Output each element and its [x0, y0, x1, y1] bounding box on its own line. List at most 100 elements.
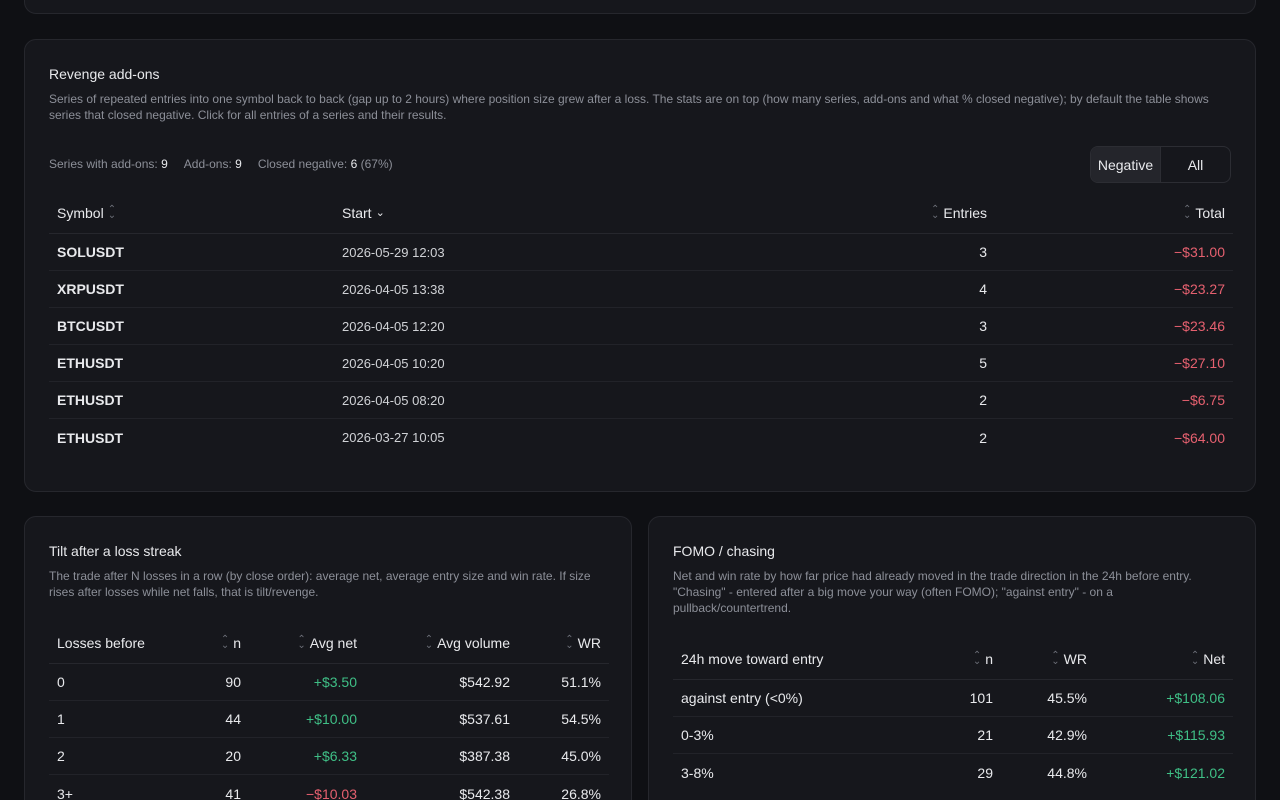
table-row[interactable]: SOLUSDT 2026-05-29 12:03 3 −$31.00 — [49, 234, 1233, 271]
avg-net-cell: +$6.33 — [313, 748, 357, 764]
entries-cell: 3 — [979, 244, 987, 260]
avg-volume-cell: $387.38 — [459, 748, 510, 764]
table-header: Symbol ⌃ ⌄ Start ⌄ ⌃ ⌄ Entries ⌃ ⌄ Total — [49, 192, 1233, 234]
total-cell: −$23.46 — [1174, 318, 1225, 334]
avg-net-cell: +$3.50 — [313, 674, 357, 690]
entries-cell: 4 — [979, 281, 987, 297]
sort-icon: ⌃ ⌄ — [1190, 649, 1200, 667]
table-header: 24h move toward entry ⌃ ⌄ n ⌃ ⌄ WR ⌃ ⌄ Net — [673, 638, 1233, 680]
entries-cell: 2 — [979, 392, 987, 408]
sort-icon: ⌃ ⌄ — [931, 203, 940, 221]
entries-cell: 2 — [979, 429, 987, 446]
move-cell: 0-3% — [681, 727, 714, 743]
column-net[interactable]: ⌃ ⌄ Net — [1190, 649, 1225, 667]
column-start[interactable]: Start ⌄ — [342, 204, 385, 221]
symbol-cell: XRPUSDT — [57, 281, 124, 297]
n-cell: 44 — [225, 711, 241, 727]
fomo-table: 24h move toward entry ⌃ ⌄ n ⌃ ⌄ WR ⌃ ⌄ Net aga… — [673, 638, 1233, 791]
entries-cell: 5 — [979, 355, 987, 371]
table-row: 3-8% 29 44.8% +$121.02 — [673, 754, 1233, 791]
net-cell: +$108.06 — [1166, 690, 1225, 706]
symbol-cell: SOLUSDT — [57, 244, 124, 260]
sort-icon: ⌃ ⌄ — [424, 633, 434, 651]
move-cell: against entry (<0%) — [681, 690, 803, 706]
column-n[interactable]: ⌃ ⌄ n — [972, 649, 993, 667]
fomo-description: Net and win rate by how far price had al… — [673, 569, 1192, 615]
total-cell: −$64.00 — [1174, 429, 1225, 446]
column-losses-before[interactable]: Losses before — [57, 634, 145, 651]
avg-volume-cell: $542.38 — [459, 785, 510, 800]
table-row[interactable]: ETHUSDT 2026-03-27 10:05 2 −$64.00 — [49, 419, 1233, 456]
start-cell: 2026-04-05 08:20 — [342, 392, 445, 408]
total-cell: −$31.00 — [1174, 244, 1225, 260]
column-n[interactable]: ⌃ ⌄ n — [220, 633, 241, 651]
start-cell: 2026-05-29 12:03 — [342, 244, 445, 260]
avg-net-cell: −$10.03 — [306, 785, 357, 800]
symbol-cell: BTCUSDT — [57, 318, 124, 334]
start-cell: 2026-03-27 10:05 — [342, 430, 445, 445]
filter-toggle: Negative All — [1090, 146, 1231, 183]
column-wr[interactable]: ⌃ ⌄ WR — [1051, 649, 1087, 667]
table-body: SOLUSDT 2026-05-29 12:03 3 −$31.00 XRPUSDT 20… — [49, 234, 1233, 456]
n-cell: 29 — [977, 764, 993, 781]
table-row: 2 20 +$6.33 $387.38 45.0% — [49, 738, 609, 775]
column-avg-volume[interactable]: ⌃ ⌄ Avg volume — [424, 633, 510, 651]
stat-addons: Add-ons: 9 — [183, 157, 242, 171]
column-total[interactable]: ⌃ ⌄ Total — [1183, 203, 1225, 221]
column-avg-net[interactable]: ⌃ ⌄ Avg net — [297, 633, 357, 651]
tilt-table: Losses before ⌃ ⌄ n ⌃ ⌄ Avg net ⌃ ⌄ Avg volume… — [49, 622, 609, 800]
column-symbol[interactable]: Symbol ⌃ ⌄ — [57, 203, 117, 221]
n-cell: 101 — [969, 690, 993, 706]
table-row: 1 44 +$10.00 $537.61 54.5% — [49, 701, 609, 738]
fomo-card: FOMO / chasing Net and win rate by how f… — [648, 516, 1256, 800]
tilt-description: The trade after N losses in a row (by cl… — [49, 569, 591, 599]
fomo-title: FOMO / chasing — [673, 543, 775, 559]
table-body: 0 90 +$3.50 $542.92 51.1% 1 44 +$10.00 $537.61 54… — [49, 664, 609, 800]
symbol-cell: ETHUSDT — [57, 429, 124, 446]
net-cell: +$115.93 — [1167, 727, 1225, 743]
table-row[interactable]: XRPUSDT 2026-04-05 13:38 4 −$23.27 — [49, 271, 1233, 308]
table-row: against entry (<0%) 101 45.5% +$108.06 — [673, 680, 1233, 717]
sort-icon: ⌃ ⌄ — [107, 203, 117, 221]
wr-cell: 45.5% — [1047, 690, 1087, 706]
revenge-table: Symbol ⌃ ⌄ Start ⌄ ⌃ ⌄ Entries ⌃ ⌄ Total SOLUSD… — [49, 192, 1233, 456]
entries-cell: 3 — [979, 318, 987, 334]
filter-negative-button[interactable]: Negative — [1091, 147, 1161, 182]
tilt-card: Tilt after a loss streak The trade after… — [24, 516, 632, 800]
wr-cell: 42.9% — [1047, 727, 1087, 743]
total-cell: −$23.27 — [1174, 281, 1225, 297]
wr-cell: 51.1% — [561, 674, 601, 690]
filter-all-button[interactable]: All — [1187, 156, 1204, 173]
chevron-down-icon: ⌄ — [375, 207, 385, 219]
table-row: 0 90 +$3.50 $542.92 51.1% — [49, 664, 609, 701]
n-cell: 20 — [225, 748, 241, 764]
revenge-title: Revenge add-ons — [49, 66, 160, 82]
move-cell: 3-8% — [681, 764, 714, 781]
sort-icon: ⌃ ⌄ — [297, 633, 306, 651]
table-row[interactable]: ETHUSDT 2026-04-05 08:20 2 −$6.75 — [49, 382, 1233, 419]
revenge-stats: Series with add-ons: 9 Add-ons: 9 Closed… — [49, 157, 393, 171]
column-24h-move[interactable]: 24h move toward entry — [681, 650, 824, 667]
sort-icon: ⌃ ⌄ — [220, 633, 230, 651]
stat-closed-negative: Closed negative: 6 (67%) — [257, 157, 393, 171]
n-cell: 21 — [977, 727, 993, 743]
losses-cell: 0 — [57, 674, 65, 690]
previous-section-card — [24, 0, 1256, 14]
table-row: 0-3% 21 42.9% +$115.93 — [673, 717, 1233, 754]
avg-net-cell: +$10.00 — [306, 711, 357, 727]
table-row[interactable]: BTCUSDT 2026-04-05 12:20 3 −$23.46 — [49, 308, 1233, 345]
symbol-cell: ETHUSDT — [57, 355, 124, 371]
column-wr[interactable]: ⌃ ⌄ WR — [565, 633, 601, 651]
total-cell: −$6.75 — [1181, 392, 1225, 408]
wr-cell: 44.8% — [1047, 764, 1087, 781]
sort-icon: ⌃ ⌄ — [1051, 649, 1060, 667]
table-body: against entry (<0%) 101 45.5% +$108.06 0-3% 2… — [673, 680, 1233, 791]
losses-cell: 1 — [57, 711, 65, 727]
table-row[interactable]: ETHUSDT 2026-04-05 10:20 5 −$27.10 — [49, 345, 1233, 382]
column-entries[interactable]: ⌃ ⌄ Entries — [931, 203, 987, 221]
start-cell: 2026-04-05 10:20 — [342, 355, 445, 371]
sort-icon: ⌃ ⌄ — [972, 649, 982, 667]
avg-volume-cell: $537.61 — [459, 711, 510, 727]
losses-cell: 2 — [57, 748, 65, 764]
symbol-cell: ETHUSDT — [57, 392, 124, 408]
